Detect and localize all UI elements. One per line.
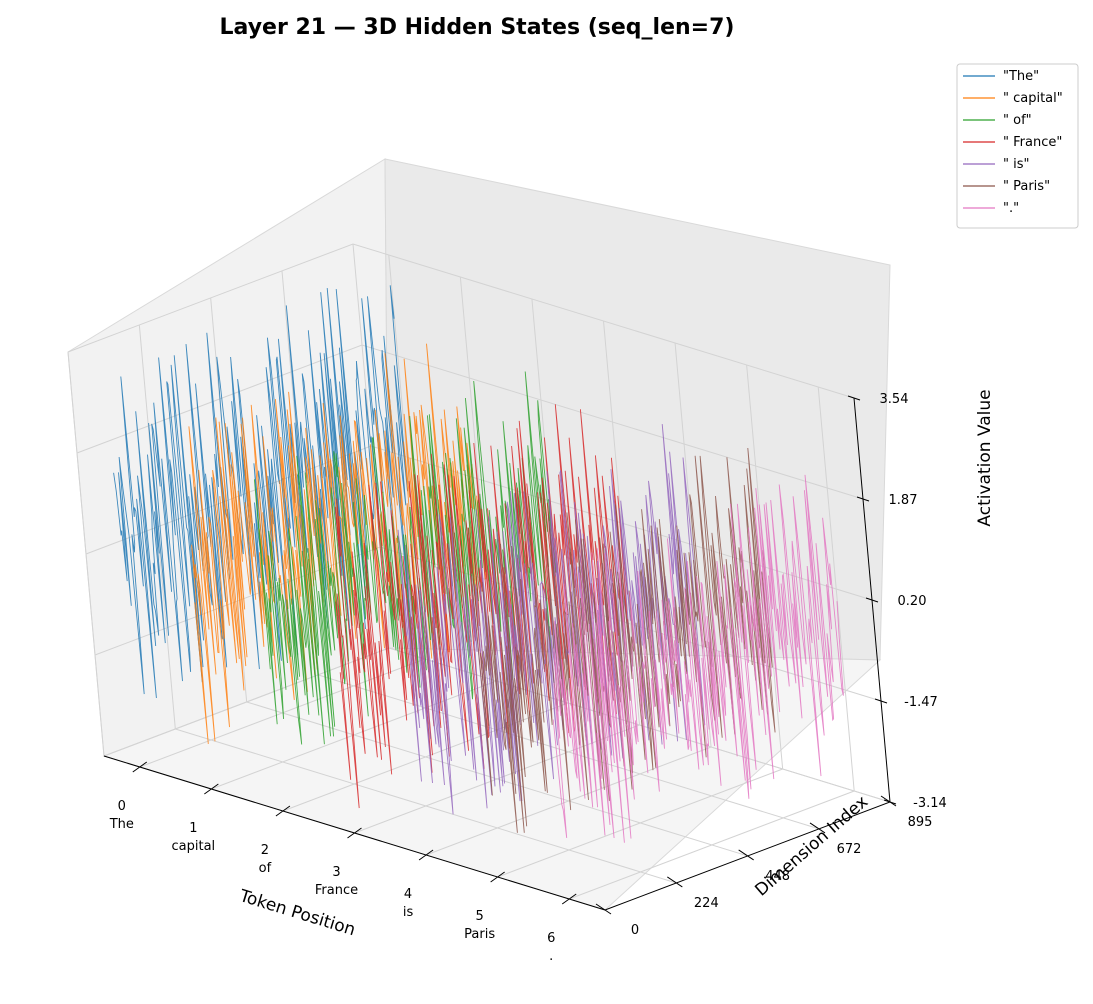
- z-tick-label: -3.14: [913, 796, 947, 811]
- x-tick-label: 4: [404, 887, 412, 902]
- y-tick-label: 672: [837, 842, 862, 857]
- y-tick-label: 448: [765, 869, 790, 884]
- x-tick-token-label: of: [259, 861, 272, 876]
- x-tick-token-label: The: [109, 817, 134, 832]
- x-tick: [561, 893, 577, 905]
- y-tick-label: 895: [908, 815, 933, 830]
- y-tick: [738, 849, 754, 861]
- chart-title: Layer 21 — 3D Hidden States (seq_len=7): [220, 15, 735, 40]
- y-tick: [809, 822, 826, 834]
- x-tick-label: 6: [547, 931, 555, 946]
- series-line-token-6: [552, 474, 844, 843]
- series-lines: [113, 285, 844, 843]
- y-tick-label: 224: [694, 896, 719, 911]
- z-tick-label: -1.47: [904, 695, 938, 710]
- legend-entry: " Paris": [1003, 179, 1050, 194]
- legend-entry: ".": [1003, 201, 1019, 216]
- z-gridline: [76, 344, 864, 500]
- legend-box: [956, 63, 1079, 229]
- x-tick: [204, 783, 219, 795]
- legend: "The" " capital" " of" " France" " is" " Pari…: [956, 63, 1079, 229]
- x-tick-token-label: is: [403, 905, 414, 920]
- z-gridline: [67, 243, 855, 399]
- z-tick-label: 0.20: [898, 594, 927, 609]
- legend-entry: "The": [1003, 69, 1039, 84]
- legend-entry: " capital": [1003, 91, 1063, 106]
- z-tick: [865, 597, 879, 603]
- z-tick: [856, 496, 870, 502]
- x-tick: [490, 871, 505, 883]
- x-tick-token-label: .: [549, 949, 553, 964]
- x-tick: [418, 849, 434, 861]
- y-tick: [667, 876, 683, 888]
- x-tick-label: 1: [189, 821, 197, 836]
- z-tick-label: 3.54: [880, 392, 909, 407]
- axes: 0 The 1 capital 2 of 3 France 4 is 5 Paris 6. 0 224 448…: [103, 392, 947, 964]
- z-tick: [874, 698, 888, 704]
- x-tick-label: 3: [332, 865, 340, 880]
- legend-entry: " of": [1003, 113, 1032, 128]
- z-tick: [883, 799, 897, 805]
- y-tick: [595, 903, 612, 915]
- series-line-token-2: [253, 371, 557, 745]
- legend-entry: " is": [1003, 157, 1029, 172]
- z-axis-label: Activation Value: [975, 389, 995, 526]
- z-tick: [847, 395, 861, 401]
- x-tick-token-label: France: [315, 883, 358, 898]
- y-tick-label: 0: [631, 923, 639, 938]
- legend-entry: " France": [1003, 135, 1062, 150]
- z-tick-label: 1.87: [889, 493, 918, 508]
- series-line-token-5: [468, 447, 776, 833]
- x-tick-label: 5: [476, 909, 484, 924]
- x-tick-token-label: capital: [172, 839, 216, 854]
- x-tick-label: 2: [261, 843, 269, 858]
- x-tick-token-label: Paris: [464, 927, 495, 942]
- x-tick: [132, 761, 148, 773]
- x-tick-label: 0: [118, 799, 126, 814]
- x-tick: [347, 827, 362, 839]
- gridlines: [67, 243, 891, 911]
- x-tick: [275, 805, 291, 817]
